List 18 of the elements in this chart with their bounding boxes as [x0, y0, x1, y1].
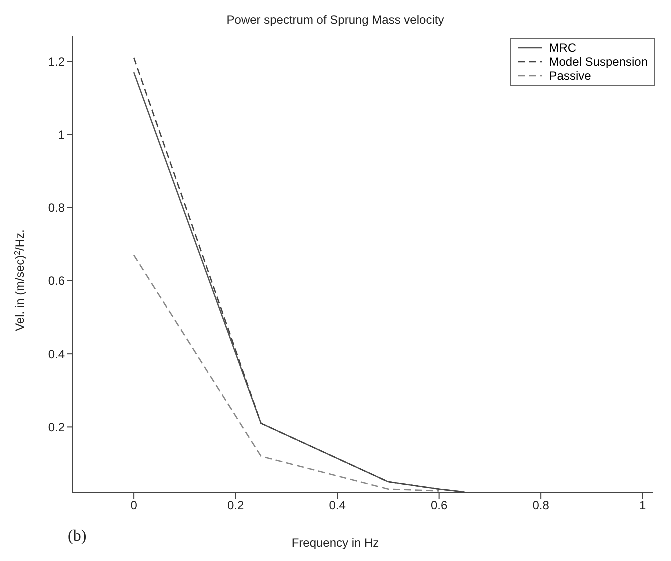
y-tick-label: 1.2: [48, 54, 66, 69]
x-tick-label: 0.8: [532, 498, 550, 513]
x-tick-label: 0.6: [430, 498, 448, 513]
x-tick-label: 0.4: [329, 498, 346, 513]
text: (b): [68, 528, 87, 545]
x-tick-label: 0.2: [227, 498, 244, 513]
y-tick-label: 0.8: [48, 201, 66, 216]
y-tick-label: 0.6: [48, 274, 66, 288]
y-tick-label: 0.2: [48, 420, 66, 434]
y-tick-label: 0.4: [48, 347, 66, 362]
y-tick-label: 1: [58, 128, 66, 142]
x-tick-label: 0: [130, 498, 138, 513]
legend-label: Passive: [549, 69, 592, 83]
legend-label: Model Suspension: [549, 55, 648, 69]
x-tick-label: 1: [639, 498, 646, 513]
x-axis-title: Frequency in Hz: [292, 536, 380, 550]
legend-label: MRC: [549, 41, 577, 55]
chart-title: Power spectrum of Sprung Mass velocity: [226, 13, 444, 27]
